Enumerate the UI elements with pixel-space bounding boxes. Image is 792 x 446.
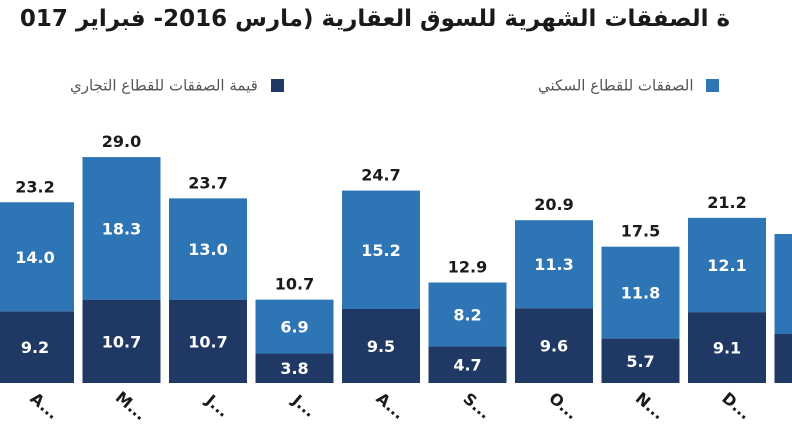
bar-commercial bbox=[428, 346, 507, 383]
data-label-commercial: 10.7 bbox=[188, 332, 227, 351]
bar-commercial bbox=[515, 308, 593, 383]
x-tick-label: J... bbox=[288, 390, 320, 421]
x-tick-label: A... bbox=[27, 389, 63, 423]
x-tick-label: M... bbox=[112, 388, 150, 425]
data-label-residential: 11.3 bbox=[534, 255, 573, 274]
bar-residential bbox=[255, 299, 334, 354]
data-label-residential: 11.8 bbox=[621, 284, 660, 303]
bar-commercial bbox=[0, 311, 74, 383]
bar-residential bbox=[0, 202, 74, 312]
x-tick-label: D... bbox=[718, 388, 754, 423]
data-label-commercial: 5.7 bbox=[626, 352, 654, 371]
bar-residential bbox=[601, 246, 680, 339]
x-tick-label: N... bbox=[632, 388, 668, 423]
data-label-residential: 18.3 bbox=[102, 219, 141, 238]
data-label-commercial: 9.2 bbox=[21, 338, 49, 357]
bar-commercial bbox=[342, 308, 420, 383]
data-label-residential: 15.2 bbox=[361, 241, 400, 260]
data-label-total: 23.7 bbox=[188, 173, 227, 192]
bar-residential bbox=[515, 220, 593, 309]
data-label-total: 24.7 bbox=[361, 166, 400, 185]
data-label-total: 23.2 bbox=[15, 177, 54, 196]
legend-swatch-commercial bbox=[270, 79, 284, 92]
bar-residential-partial bbox=[774, 234, 792, 334]
legend-label-residential: الصفقات للقطاع السكني bbox=[538, 76, 694, 95]
bar-residential bbox=[169, 198, 247, 300]
data-label-commercial: 9.5 bbox=[367, 337, 395, 356]
data-label-total: 21.2 bbox=[707, 193, 746, 212]
bar-residential bbox=[688, 217, 766, 313]
legend-item-residential: الصفقات للقطاع السكني bbox=[538, 76, 720, 96]
data-label-commercial: 3.8 bbox=[280, 359, 308, 378]
data-label-residential: 6.9 bbox=[280, 318, 308, 337]
data-label-total: 17.5 bbox=[621, 222, 660, 241]
bar-residential bbox=[342, 190, 420, 309]
data-label-commercial: 4.7 bbox=[453, 356, 481, 375]
data-label-total: 20.9 bbox=[534, 195, 573, 214]
bar-commercial bbox=[169, 299, 247, 383]
data-label-residential: 8.2 bbox=[453, 305, 481, 324]
data-label-residential: 14.0 bbox=[15, 248, 54, 267]
x-tick-label: O... bbox=[545, 388, 581, 423]
data-label-total: 10.7 bbox=[275, 275, 314, 294]
data-label-commercial: 9.6 bbox=[540, 337, 568, 356]
x-tick-label: S... bbox=[460, 389, 495, 423]
data-label-total: 29.0 bbox=[102, 132, 141, 151]
bar-residential bbox=[82, 157, 161, 300]
bar-commercial-partial bbox=[774, 334, 792, 383]
bar-commercial bbox=[688, 312, 766, 383]
legend-item-commercial: قيمة الصفقات للقطاع التجاري bbox=[70, 76, 284, 96]
data-label-commercial: 10.7 bbox=[102, 332, 141, 351]
legend-label-commercial: قيمة الصفقات للقطاع التجاري bbox=[70, 76, 258, 95]
x-tick-label: J... bbox=[201, 390, 233, 421]
x-tick-label: A... bbox=[373, 389, 409, 423]
bar-commercial bbox=[82, 299, 161, 383]
bar-residential bbox=[428, 282, 507, 347]
bar-commercial bbox=[601, 338, 680, 383]
data-label-residential: 12.1 bbox=[707, 256, 746, 275]
bar-commercial bbox=[255, 353, 334, 383]
chart-title: ة الصفقات الشهرية للسوق العقارية (مارس 2… bbox=[19, 6, 731, 32]
data-label-total: 12.9 bbox=[448, 258, 487, 277]
data-label-commercial: 9.1 bbox=[713, 339, 741, 358]
data-label-residential: 13.0 bbox=[188, 240, 227, 259]
legend-swatch-residential bbox=[706, 79, 720, 92]
